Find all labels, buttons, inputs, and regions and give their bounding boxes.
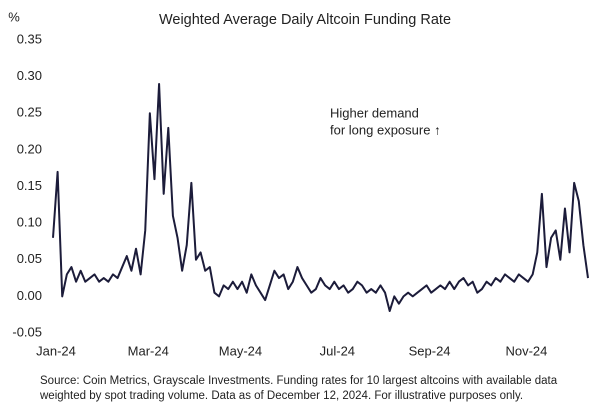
x-tick-label: Jan-24 xyxy=(36,343,76,358)
y-tick-label: 0.00 xyxy=(17,288,42,303)
annotation: for long exposure ↑ xyxy=(330,122,441,137)
y-tick-label: 0.10 xyxy=(17,215,42,230)
y-tick-label: 0.15 xyxy=(17,178,42,193)
x-tick-label: May-24 xyxy=(219,343,262,358)
annotation: Higher demand xyxy=(330,105,419,120)
source-note: weighted by spot trading volume. Data as… xyxy=(39,390,523,402)
y-tick-label: 0.30 xyxy=(17,68,42,83)
y-tick-label: 0.20 xyxy=(17,141,42,156)
y-tick-label: 0.35 xyxy=(17,31,42,46)
data-line xyxy=(52,82,589,313)
x-tick-label: Sep-24 xyxy=(409,343,451,358)
x-tick-label: Mar-24 xyxy=(128,343,169,358)
chart-title: Weighted Average Daily Altcoin Funding R… xyxy=(159,12,451,28)
y-axis-label: % xyxy=(8,9,20,24)
source-note: Source: Coin Metrics, Grayscale Investme… xyxy=(40,375,558,387)
y-tick-label: 0.05 xyxy=(17,251,42,266)
x-tick-label: Jul-24 xyxy=(320,343,355,358)
x-tick-label: Nov-24 xyxy=(505,343,547,358)
y-tick-label: -0.05 xyxy=(12,324,42,339)
y-tick-label: 0.25 xyxy=(17,105,42,120)
